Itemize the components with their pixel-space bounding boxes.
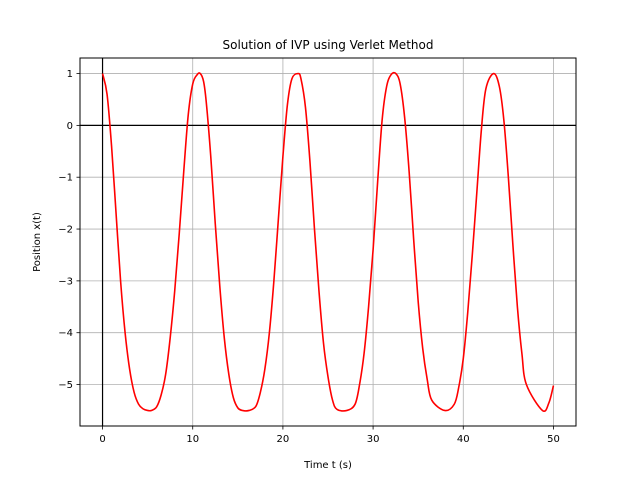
x-tick-label: 10 xyxy=(186,434,199,445)
x-tick-label: 30 xyxy=(367,434,380,445)
y-axis-label: Position x(t) xyxy=(32,212,43,272)
y-tick-label: −1 xyxy=(58,173,73,184)
reference-lines xyxy=(80,58,576,426)
y-tick-label: −2 xyxy=(58,225,73,236)
y-tick-label: −5 xyxy=(58,380,73,391)
y-tick-label: −3 xyxy=(58,276,73,287)
series-line xyxy=(101,71,555,412)
x-axis-ticks: 0 10 20 30 40 50 xyxy=(99,426,560,445)
x-tick-label: 40 xyxy=(457,434,470,445)
x-tick-label: 0 xyxy=(99,434,105,445)
chart-title: Solution of IVP using Verlet Method xyxy=(223,38,434,52)
x-axis-label: Time t (s) xyxy=(303,460,352,471)
x-tick-label: 50 xyxy=(547,434,560,445)
y-tick-label: 1 xyxy=(67,69,73,80)
plot-area xyxy=(79,57,577,427)
grid xyxy=(80,58,576,426)
x-tick-label: 20 xyxy=(277,434,290,445)
plot-frame xyxy=(79,57,577,427)
y-tick-label: −4 xyxy=(58,328,73,339)
y-axis-ticks: 1 0 −1 −2 −3 −4 −5 xyxy=(58,69,80,391)
series-layer xyxy=(101,71,555,412)
y-tick-label: 0 xyxy=(67,121,73,132)
